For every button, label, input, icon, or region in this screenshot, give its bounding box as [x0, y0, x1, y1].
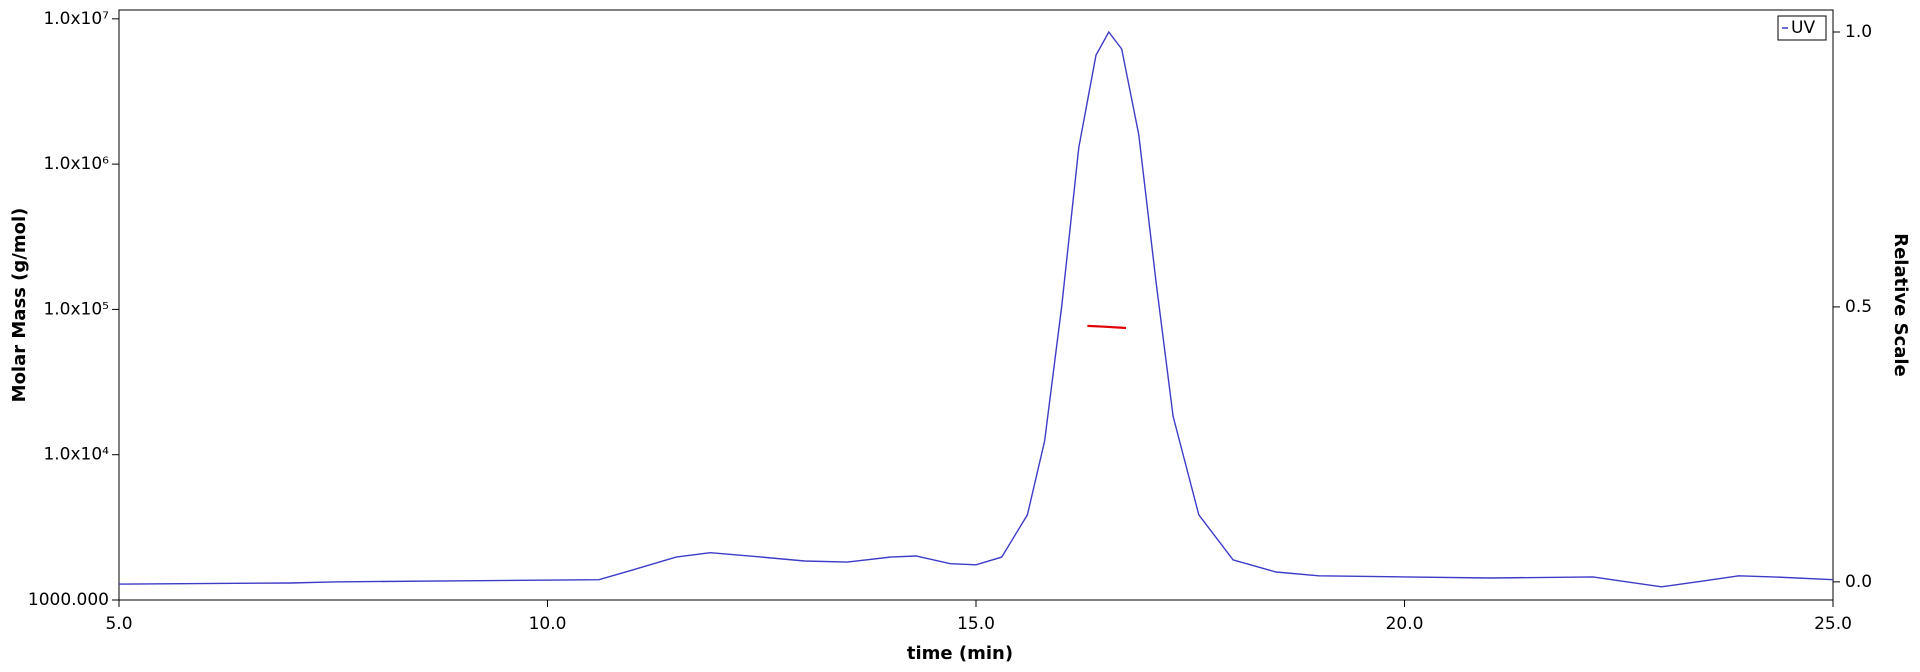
plot-frame [118, 9, 1834, 601]
x-axis-title: time (min) [907, 643, 1013, 664]
y2-tick-label: 0.5 [1845, 297, 1872, 317]
y2-tick-label: 1.0 [1845, 22, 1872, 42]
y-tick-label: 1.0x10⁵ [43, 299, 109, 319]
y-tick-label: 1000.000 [28, 590, 109, 610]
x-tick-label: 20.0 [1386, 614, 1424, 634]
y2-tick-label: 0.0 [1845, 572, 1872, 592]
y-tick-label: 1.0x10⁷ [43, 9, 109, 29]
y-tick-label: 1.0x10⁶ [43, 154, 109, 174]
x-tick-label: 25.0 [1814, 614, 1852, 634]
legend-label: UV [1791, 18, 1815, 38]
x-tick-label: 10.0 [529, 614, 567, 634]
series-line [1087, 324, 1127, 330]
x-tick-label: 5.0 [105, 614, 132, 634]
y-tick-label: 1.0x10⁴ [43, 445, 109, 465]
y2-axis-title: Relative Scale [1890, 233, 1911, 377]
series-line [118, 30, 1834, 588]
x-tick-label: 15.0 [957, 614, 995, 634]
y-axis-title: Molar Mass (g/mol) [9, 208, 30, 403]
